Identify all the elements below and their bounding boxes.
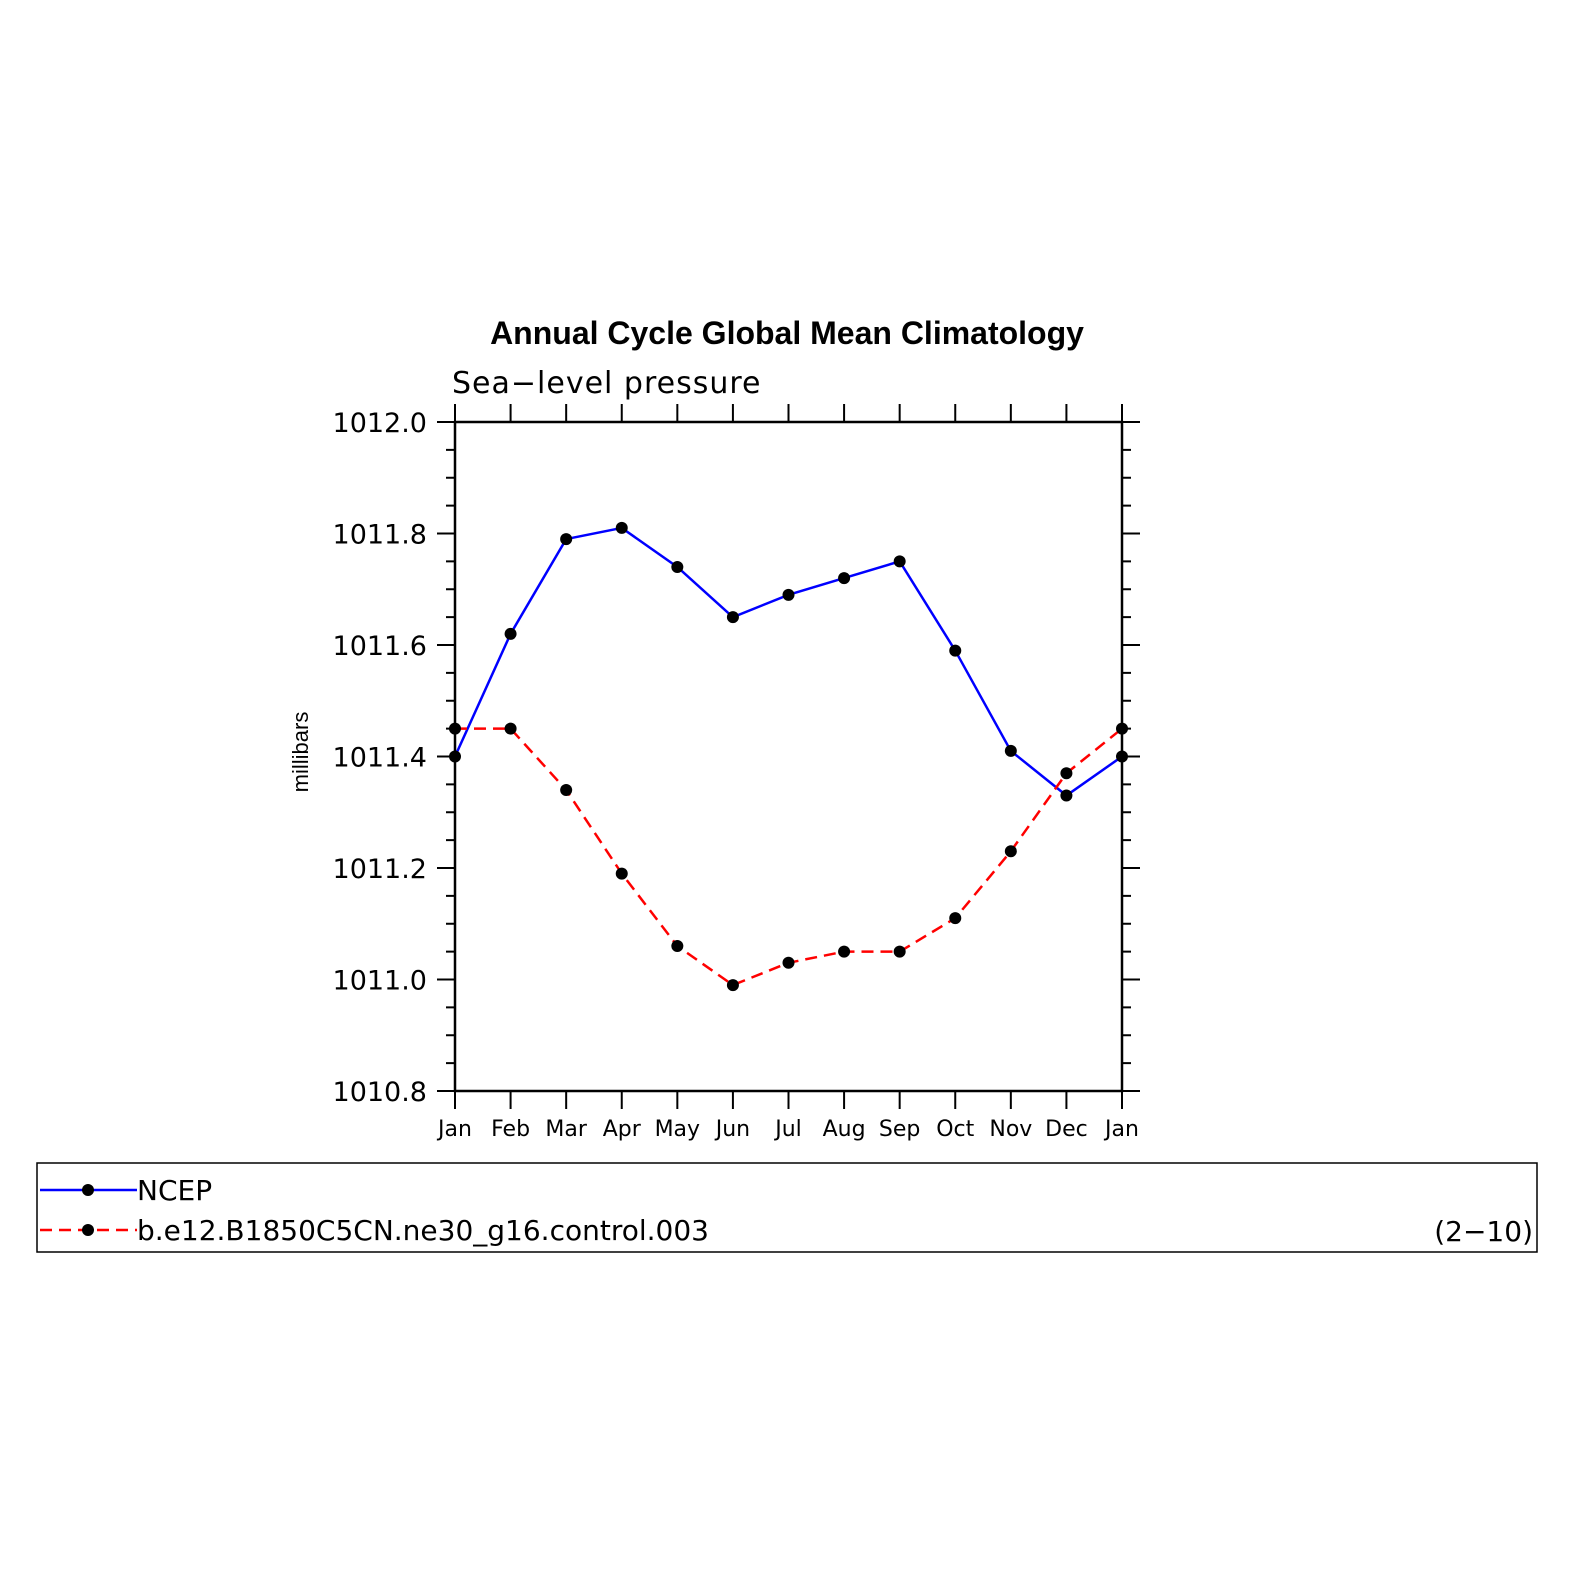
legend-item-ncep: NCEP xyxy=(40,1174,212,1207)
y-tick-label: 1011.2 xyxy=(333,854,427,885)
legend-marker-ncep xyxy=(82,1184,94,1196)
x-tick-label: Jun xyxy=(714,1117,750,1142)
y-tick-label: 1010.8 xyxy=(333,1077,427,1108)
series-1-point xyxy=(560,783,573,796)
x-tick-label: Jan xyxy=(436,1117,472,1142)
y-axis: 1010.8 1011.0 1011.2 1011.4 1011.6 1011.8 1012… xyxy=(333,408,1140,1108)
series-line-0 xyxy=(453,526,1123,798)
series-0-point xyxy=(671,560,684,573)
series-1-point xyxy=(782,956,795,969)
series-1-point xyxy=(1116,722,1128,735)
x-tick-label: Aug xyxy=(823,1117,866,1142)
y-tick-label: 1011.6 xyxy=(333,631,427,662)
x-tick-label: Sep xyxy=(879,1117,920,1142)
series-0-point xyxy=(949,644,962,657)
series-0-point xyxy=(1004,744,1017,757)
chart-title: Annual Cycle Global Mean Climatology xyxy=(490,315,1084,351)
x-axis: Jan Feb Mar Apr May Jun Jul Aug Sep Oct Nov Dec Jan xyxy=(436,404,1139,1142)
series-0-point xyxy=(838,572,851,585)
series-0-point xyxy=(560,533,573,546)
series-0-point xyxy=(893,555,906,568)
series-1-point xyxy=(1060,767,1073,780)
series-0-point xyxy=(615,521,628,534)
series-1-point xyxy=(893,945,906,958)
x-tick-label: May xyxy=(655,1117,700,1142)
series-0-point xyxy=(504,627,517,640)
chart-subtitle: Sea−level pressure xyxy=(452,366,761,401)
legend-box xyxy=(36,1162,1538,1253)
x-tick-label: Dec xyxy=(1045,1117,1088,1142)
series-0-point xyxy=(1060,789,1073,802)
series-0-point xyxy=(449,750,461,763)
panel-label: (2−10) xyxy=(1434,1215,1533,1248)
series-1-point xyxy=(1004,845,1017,858)
series-0-point xyxy=(726,611,739,624)
x-tick-label: Nov xyxy=(989,1117,1032,1142)
series-1-point xyxy=(949,912,962,925)
legend-label-model: b.e12.B1850C5CN.ne30_g16.control.003 xyxy=(137,1214,709,1247)
y-tick-label: 1012.0 xyxy=(333,408,427,439)
series-1-point xyxy=(449,722,461,735)
plot-frame xyxy=(453,420,1124,1093)
x-tick-label: Apr xyxy=(603,1117,642,1142)
legend-marker-model xyxy=(82,1224,94,1236)
x-tick-label: Jan xyxy=(1103,1117,1139,1142)
plot-axes xyxy=(453,420,1124,1093)
y-tick-label: 1011.8 xyxy=(333,520,427,551)
x-tick-label: Mar xyxy=(545,1117,587,1142)
series-1-point xyxy=(838,945,851,958)
x-tick-label: Feb xyxy=(491,1117,530,1142)
series-0-point xyxy=(782,588,795,601)
legend-label-ncep: NCEP xyxy=(137,1174,212,1207)
y-tick-label: 1011.0 xyxy=(333,966,427,997)
series-1-point xyxy=(504,722,517,735)
series-line-1 xyxy=(455,727,1123,987)
y-tick-label: 1011.4 xyxy=(333,743,427,774)
x-tick-label: Jul xyxy=(773,1117,802,1142)
series-0-point xyxy=(1116,750,1128,763)
x-tick-label: Oct xyxy=(936,1117,974,1142)
series-1-point xyxy=(726,979,739,992)
series-layer xyxy=(449,521,1128,992)
legend-item-model: b.e12.B1850C5CN.ne30_g16.control.003 xyxy=(40,1214,709,1247)
y-axis-label: millibars xyxy=(288,712,313,793)
series-1-point xyxy=(615,867,628,880)
legend: NCEP b.e12.B1850C5CN.ne30_g16.control.00… xyxy=(36,1162,1538,1253)
series-1-point xyxy=(671,940,684,953)
